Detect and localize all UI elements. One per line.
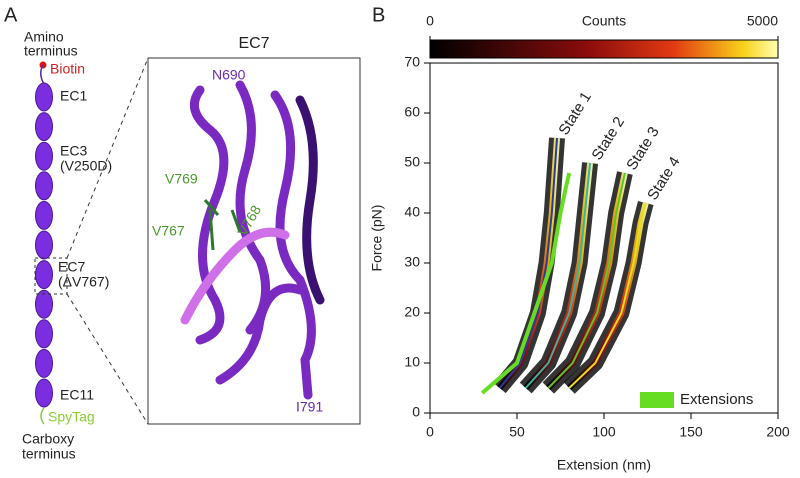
y-tick-label: 40 [404, 204, 420, 220]
x-tick-label: 150 [679, 424, 703, 440]
domain [35, 112, 53, 142]
protein-cartoon [180, 80, 325, 400]
x-axis-label: Extension (nm) [557, 457, 651, 473]
colorbar-tick-label: 5000 [747, 13, 778, 29]
side-chain [203, 199, 242, 251]
state-line [547, 172, 626, 389]
zoom-line [66, 293, 149, 425]
inset-title: EC7 [238, 35, 269, 52]
residue-label: V769 [165, 171, 198, 187]
domain-label: (ΔV767) [58, 274, 109, 290]
domain [35, 200, 53, 230]
x-tick-label: 100 [592, 424, 616, 440]
colorbar-tick-label: 0 [426, 13, 434, 29]
y-tick-label: 30 [404, 254, 420, 270]
x-tick-label: 50 [509, 424, 525, 440]
legend-label: Extensions [680, 391, 753, 408]
amino-label: terminus [24, 43, 78, 59]
y-tick-label: 60 [404, 104, 420, 120]
domain-label: (V250D) [60, 158, 112, 174]
x-tick-label: 200 [766, 424, 790, 440]
y-tick-label: 70 [404, 54, 420, 70]
state-line [568, 202, 647, 389]
domain [35, 171, 53, 201]
y-tick-label: 20 [404, 304, 420, 320]
state-line [524, 162, 592, 389]
domain [35, 230, 53, 260]
domain [35, 378, 53, 408]
domain-chain [35, 82, 53, 408]
extension-line [480, 172, 572, 395]
domain [35, 348, 53, 378]
domain-label: EC7 [58, 259, 85, 275]
domain [35, 260, 53, 290]
y-tick-label: 0 [412, 404, 420, 420]
linker [40, 64, 45, 85]
panel-label: B [372, 4, 385, 26]
y-tick-label: 10 [404, 354, 420, 370]
zoom-box [34, 257, 68, 295]
domain-label: EC1 [60, 88, 87, 104]
y-axis-label: Force (pN) [369, 205, 385, 272]
y-tick-label: 50 [404, 154, 420, 170]
domain-label: EC11 [60, 387, 94, 403]
carboxy-label: Carboxy [22, 431, 74, 447]
domain [35, 319, 53, 349]
biotin-label: Biotin [50, 61, 85, 77]
residue-label: N690 [212, 67, 246, 83]
linker [40, 407, 45, 425]
colorbar [429, 39, 779, 59]
x-tick-label: 0 [426, 424, 434, 440]
domain [35, 141, 53, 171]
colorbar-label: Counts [582, 13, 626, 29]
panel-label: A [4, 4, 18, 26]
amino-label: Amino [24, 29, 64, 45]
domain-label: EC3 [60, 143, 87, 159]
spytag-label: SpyTag [48, 409, 95, 425]
residue-label: I791 [296, 399, 323, 415]
carboxy-label: terminus [22, 446, 76, 462]
domain [35, 82, 53, 112]
zoom-line [66, 57, 149, 259]
domain [35, 289, 53, 319]
residue-label: V767 [152, 223, 185, 239]
legend-swatch [640, 392, 674, 408]
